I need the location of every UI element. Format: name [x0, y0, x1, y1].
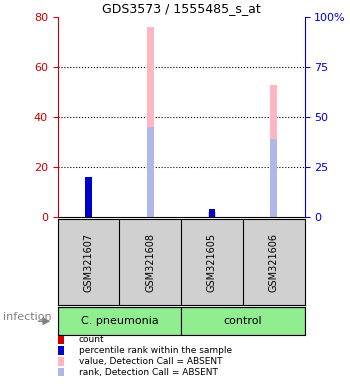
Title: GDS3573 / 1555485_s_at: GDS3573 / 1555485_s_at [102, 2, 260, 15]
Text: infection: infection [4, 312, 52, 322]
Text: GSM321605: GSM321605 [207, 233, 217, 291]
Text: value, Detection Call = ABSENT: value, Detection Call = ABSENT [79, 357, 222, 366]
Text: count: count [79, 335, 104, 344]
Text: GSM321606: GSM321606 [269, 233, 279, 291]
Text: percentile rank within the sample: percentile rank within the sample [79, 346, 232, 355]
Bar [85, 187, 92, 217]
Bar [147, 27, 154, 217]
Text: rank, Detection Call = ABSENT: rank, Detection Call = ABSENT [79, 367, 218, 377]
Text: GSM321607: GSM321607 [84, 233, 93, 291]
Bar [271, 139, 277, 217]
Text: control: control [224, 316, 262, 326]
Text: C. pneumonia: C. pneumonia [80, 316, 158, 326]
Bar [270, 85, 277, 217]
Bar [85, 177, 92, 217]
Text: GSM321608: GSM321608 [145, 233, 155, 291]
Bar [147, 127, 154, 217]
Bar [210, 212, 214, 217]
Bar [208, 212, 216, 217]
Bar [58, 307, 181, 335]
Bar [181, 307, 304, 335]
Bar [209, 209, 215, 217]
